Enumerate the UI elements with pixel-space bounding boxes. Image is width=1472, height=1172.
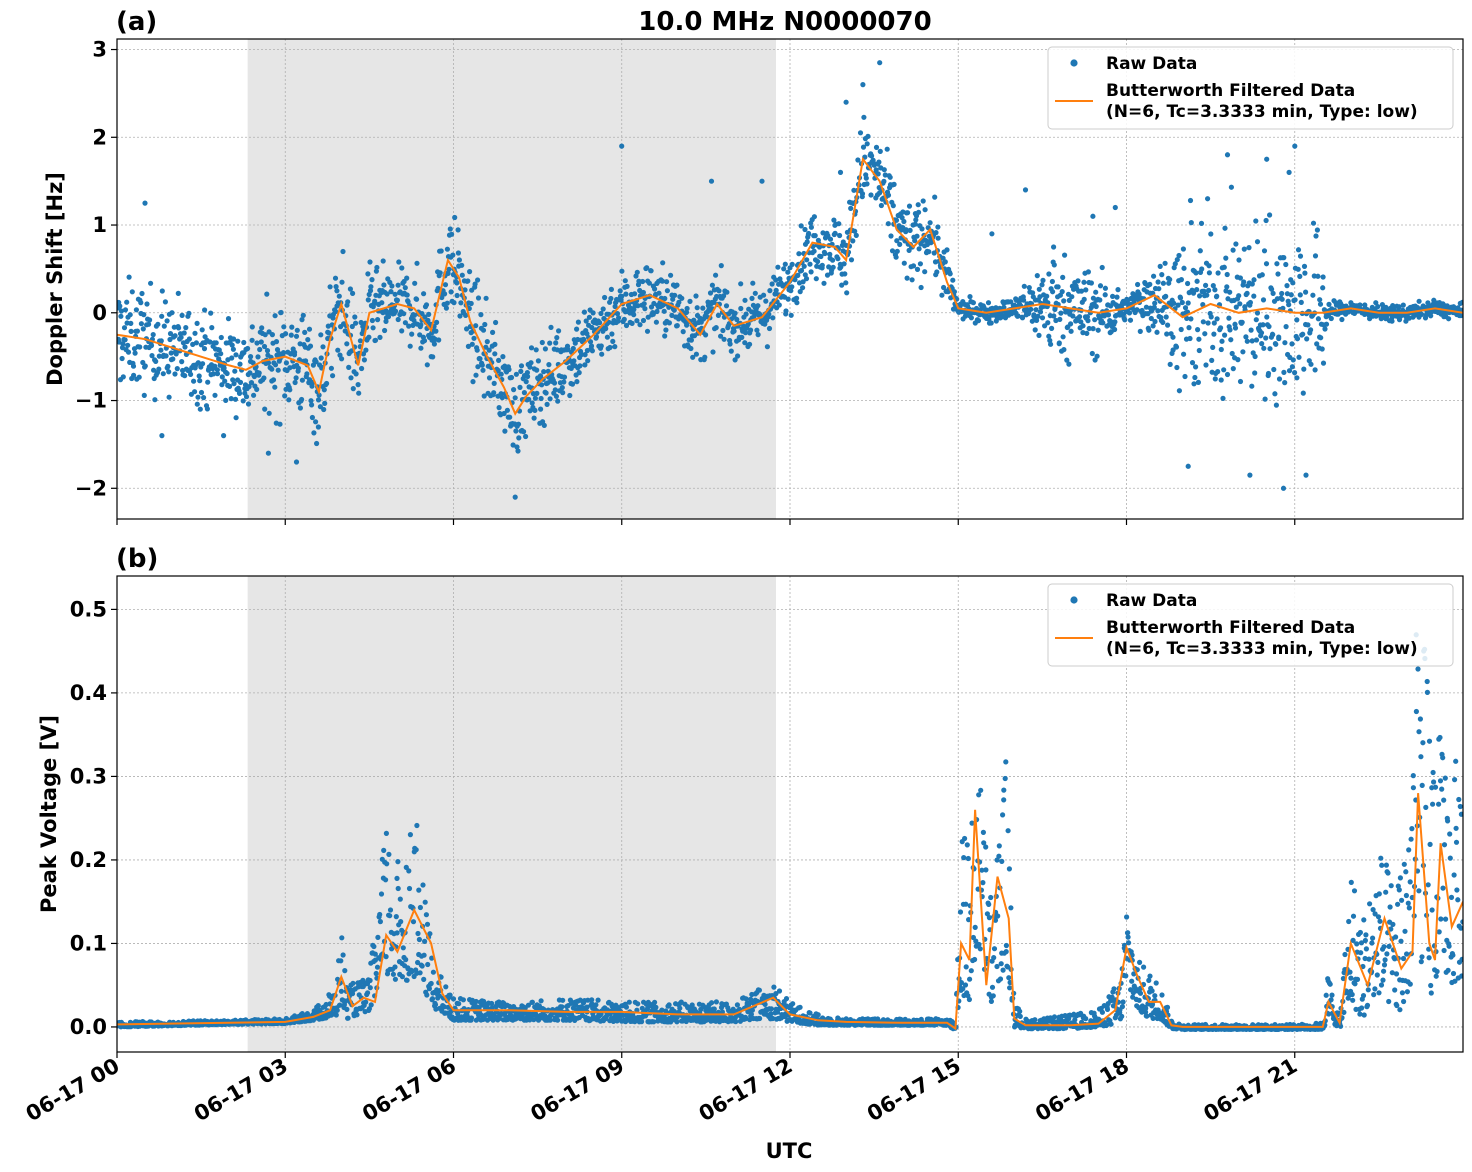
x-tick-label: 06-17 18 [1031, 1054, 1133, 1127]
y-tick-label: 1 [92, 213, 107, 237]
raw-data-points [117, 632, 1463, 1033]
filtered-line [117, 793, 1463, 1031]
legend-filtered-label-2: (N=6, Tc=3.3333 min, Type: low) [1106, 102, 1418, 122]
legend-box [1047, 583, 1454, 667]
panel-b: 0.00.10.20.30.40.5 (b) Peak Voltage [V] … [37, 544, 1464, 1058]
y-tick-label: 0.4 [70, 681, 107, 705]
legend-filtered-label-2: (N=6, Tc=3.3333 min, Type: low) [1106, 639, 1418, 659]
y-tick-label: 0.1 [70, 931, 107, 955]
panel-a-label: (a) [116, 7, 157, 37]
x-tick-label: 06-17 09 [526, 1054, 628, 1127]
legend-raw-label: Raw Data [1106, 54, 1197, 74]
y-tick-label: −1 [75, 389, 107, 413]
x-tick-label: 06-17 00 [22, 1054, 124, 1127]
panel-b-ylabel: Peak Voltage [V] [37, 715, 61, 913]
legend-a: Raw Data Butterworth Filtered Data (N=6,… [1047, 46, 1454, 130]
y-tick-label: 0.0 [70, 1015, 107, 1039]
panel-a: −2 −1 0 1 2 3 (a) Doppler Shift [Hz] Raw Data… [43, 7, 1464, 525]
legend-raw-marker [1070, 596, 1078, 604]
y-tick-label: 0 [92, 301, 107, 325]
x-tick-label: 06-17 21 [1199, 1054, 1301, 1127]
night-shading [247, 576, 776, 1052]
raw-data-point [117, 632, 1463, 1033]
raw-data-point [117, 60, 1463, 500]
x-axis-labels: 06-17 00 06-17 03 06-17 06 06-17 09 06-17 12… [22, 1054, 1302, 1127]
legend-filtered-label-1: Butterworth Filtered Data [1106, 81, 1355, 101]
x-tick-label: 06-17 03 [190, 1054, 292, 1127]
y-tick-label: 2 [92, 125, 107, 149]
y-tick-label: 0.2 [70, 848, 107, 872]
legend-raw-label: Raw Data [1106, 591, 1197, 611]
panel-a-ylabel: Doppler Shift [Hz] [43, 172, 67, 386]
legend-box [1047, 46, 1454, 130]
x-tick-label: 06-17 15 [863, 1054, 965, 1127]
legend-raw-marker [1070, 59, 1078, 67]
x-tick-label: 06-17 06 [358, 1054, 460, 1127]
legend-filtered-label-1: Butterworth Filtered Data [1106, 618, 1355, 638]
panel-b-label: (b) [116, 544, 158, 574]
y-tick-label: 3 [92, 38, 107, 62]
axis-ticks: 0.0 0.1 0.2 0.3 0.4 0.5 [70, 597, 1296, 1058]
axis-ticks: −2 −1 0 1 2 3 [75, 38, 1296, 525]
figure-title: 10.0 MHz N0000070 [638, 7, 931, 37]
y-tick-label: −2 [75, 476, 107, 500]
y-tick-label: 0.5 [70, 597, 107, 621]
legend-b: Raw Data Butterworth Filtered Data (N=6,… [1047, 583, 1454, 667]
raw-data-points [117, 60, 1463, 500]
x-axis-title: UTC [766, 1139, 813, 1163]
x-tick-label: 06-17 12 [695, 1054, 797, 1127]
grid-lines [116, 39, 1463, 519]
filtered-line [117, 156, 1463, 416]
y-tick-label: 0.3 [70, 764, 107, 788]
